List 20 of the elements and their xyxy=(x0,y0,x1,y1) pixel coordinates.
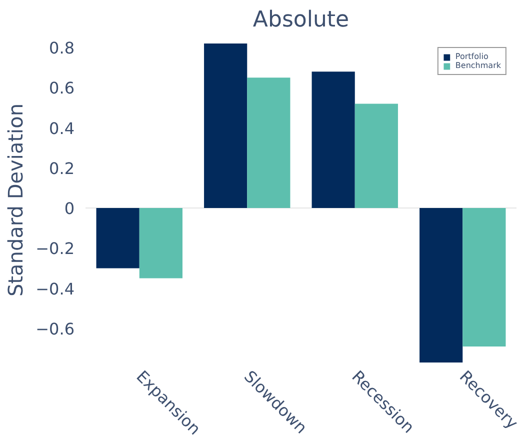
y-tick-label: −0.6 xyxy=(36,319,75,338)
y-axis-title: Standard Deviation xyxy=(4,103,28,297)
bar xyxy=(96,208,140,268)
y-tick-label: −0.4 xyxy=(36,279,75,298)
bar xyxy=(354,104,398,208)
y-tick-label: 0 xyxy=(64,199,75,218)
y-tick-label: 0.6 xyxy=(49,78,75,98)
bar xyxy=(312,72,355,208)
y-tick-label: 0.2 xyxy=(49,158,75,178)
bar xyxy=(247,78,290,208)
bar xyxy=(204,44,248,208)
legend-label: Portfolio xyxy=(455,52,488,61)
y-tick-label: −0.2 xyxy=(36,239,75,258)
y-tick-label: 0.4 xyxy=(49,118,75,138)
bar xyxy=(420,208,463,362)
bar xyxy=(462,208,506,346)
y-tick-label: 0.8 xyxy=(49,38,75,58)
bar xyxy=(139,208,182,278)
chart-title: Absolute xyxy=(252,8,350,32)
legend-label: Benchmark xyxy=(455,61,501,70)
